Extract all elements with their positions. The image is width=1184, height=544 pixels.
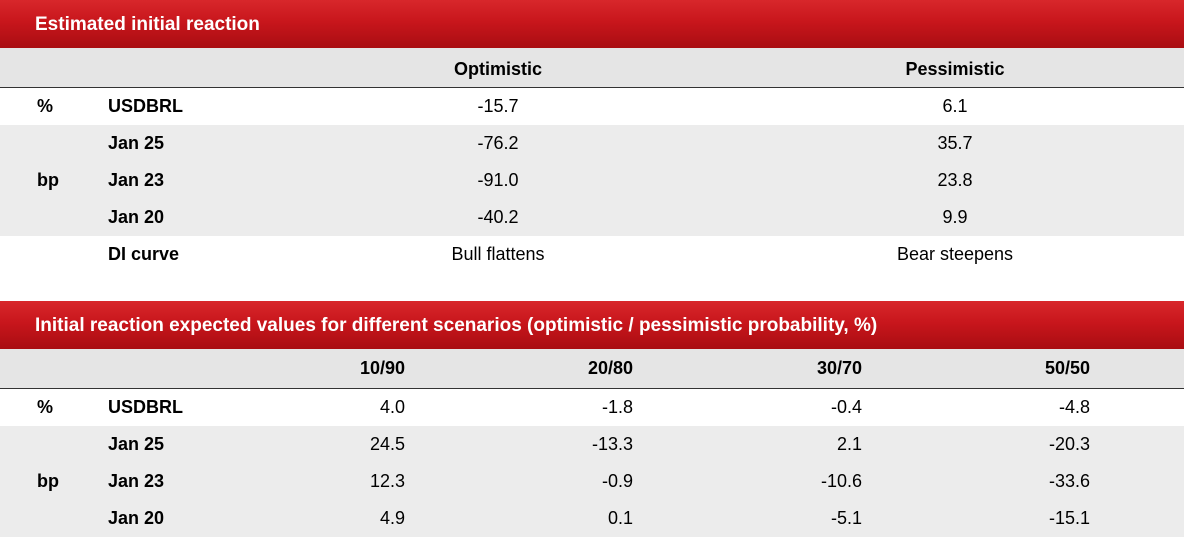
table-cell: -10.6: [820, 471, 862, 491]
table-cell: -40.2: [477, 207, 519, 227]
row-label: DI curve: [108, 244, 180, 264]
table-title: Initial reaction expected values for dif…: [0, 301, 1184, 349]
table-cell: 23.8: [937, 170, 973, 190]
table-cell: -91.0: [477, 170, 519, 190]
table-row-jan25: Jan 25 -76.2 35.7: [0, 125, 1184, 162]
table-cell: 4.9: [379, 508, 405, 528]
table-row-jan23: Jan 23 12.3 -0.9 -10.6 -33.6: [0, 463, 1184, 500]
column-header: 50/50: [1044, 358, 1090, 378]
table-cell: Bear steepens: [896, 244, 1014, 264]
row-label: Jan 20: [108, 508, 165, 528]
spacer: [0, 273, 1184, 301]
column-header: 20/80: [587, 358, 633, 378]
table-cell: 6.1: [942, 96, 968, 116]
table-estimated-initial-reaction: Estimated initial reaction Optimistic Pe…: [0, 0, 1184, 273]
table-cell: -33.6: [1048, 471, 1090, 491]
table-cell: -20.3: [1048, 434, 1090, 454]
table-header-row: Optimistic Pessimistic: [0, 48, 1184, 88]
table-row-usdbrl: % USDBRL 4.0 -1.8 -0.4 -4.8: [0, 389, 1184, 426]
row-label: Jan 23: [108, 471, 165, 491]
table-title: Estimated initial reaction: [0, 0, 1184, 48]
table-cell: 24.5: [369, 434, 405, 454]
row-label: Jan 25: [108, 133, 165, 153]
table-cell: Bull flattens: [451, 244, 545, 264]
table-row-jan25: Jan 25 24.5 -13.3 2.1 -20.3: [0, 426, 1184, 463]
table-row-jan23: Jan 23 -91.0 23.8: [0, 162, 1184, 199]
column-header-pessimistic: Pessimistic: [905, 59, 1005, 79]
row-label: Jan 25: [108, 434, 165, 454]
table-row-jan20: Jan 20 -40.2 9.9: [0, 199, 1184, 236]
unit-label: bp: [37, 170, 59, 190]
bp-row-group: bp Jan 25 24.5 -13.3 2.1 -20.3 Jan 23 12…: [0, 426, 1184, 537]
column-header: 30/70: [816, 358, 862, 378]
table-cell: -13.3: [591, 434, 633, 454]
table-cell: -0.4: [830, 397, 862, 417]
table-cell: -76.2: [477, 133, 519, 153]
table-cell: 0.1: [607, 508, 633, 528]
bp-row-group: bp Jan 25 -76.2 35.7 Jan 23 -91.0 23.8 J…: [0, 125, 1184, 236]
table-cell: 12.3: [369, 471, 405, 491]
table-cell: -15.7: [477, 96, 519, 116]
table-cell: 35.7: [937, 133, 973, 153]
row-label: Jan 20: [108, 207, 165, 227]
table-row-di-curve: DI curve Bull flattens Bear steepens: [0, 236, 1184, 273]
unit-label: bp: [37, 471, 59, 491]
column-header-optimistic: Optimistic: [453, 59, 542, 79]
column-header: 10/90: [359, 358, 405, 378]
row-label: USDBRL: [108, 397, 183, 417]
table-scenario-expected-values: Initial reaction expected values for dif…: [0, 301, 1184, 537]
table-cell: -0.9: [601, 471, 633, 491]
table-cell: -15.1: [1048, 508, 1090, 528]
table-cell: -1.8: [601, 397, 633, 417]
row-label: USDBRL: [108, 96, 183, 116]
row-label: Jan 23: [108, 170, 165, 190]
table-cell: 4.0: [379, 397, 405, 417]
unit-label: %: [37, 96, 54, 116]
table-header-row: 10/90 20/80 30/70 50/50: [0, 349, 1184, 389]
unit-label: %: [37, 397, 54, 417]
table-cell: -5.1: [830, 508, 862, 528]
table-cell: 2.1: [836, 434, 862, 454]
table-row-usdbrl: % USDBRL -15.7 6.1: [0, 88, 1184, 125]
table-row-jan20: Jan 20 4.9 0.1 -5.1 -15.1: [0, 500, 1184, 537]
table-cell: 9.9: [942, 207, 968, 227]
table-cell: -4.8: [1058, 397, 1090, 417]
